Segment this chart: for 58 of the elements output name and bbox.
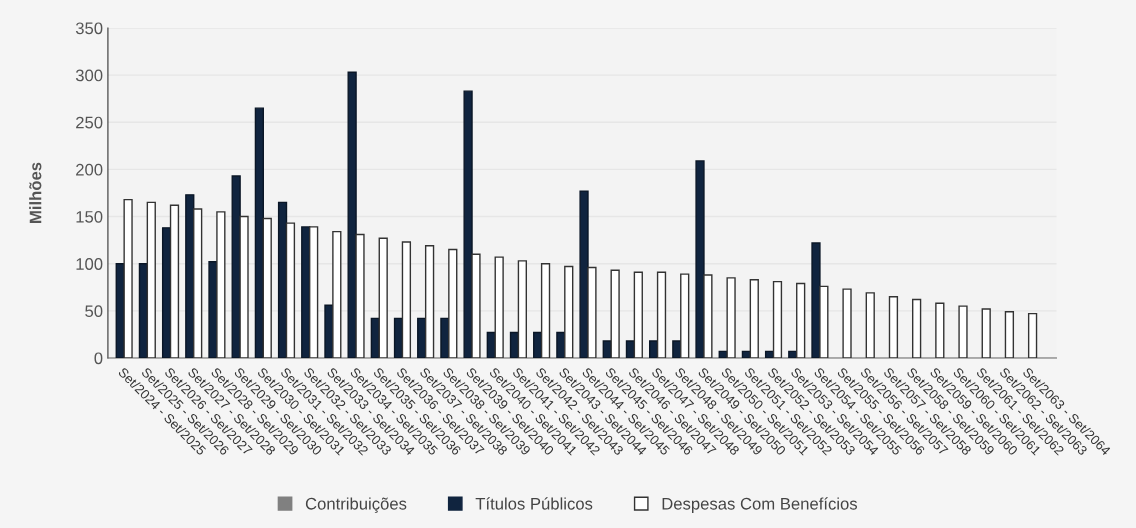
bar	[193, 208, 203, 358]
bar	[865, 292, 875, 358]
bar	[656, 271, 667, 358]
bar	[378, 237, 388, 358]
bar	[958, 305, 968, 358]
bar	[610, 269, 620, 358]
bar	[254, 107, 265, 358]
legend-label: Contribuições	[305, 497, 407, 513]
bar	[796, 282, 806, 358]
bar	[811, 242, 821, 358]
y-tick-label: 250	[76, 116, 103, 129]
bar	[726, 277, 736, 358]
y-tick-label: 100	[76, 258, 103, 270]
bar	[471, 253, 481, 358]
bar	[772, 280, 783, 358]
bar	[703, 274, 713, 358]
bar	[517, 260, 528, 358]
bar	[463, 90, 473, 358]
bar	[680, 273, 690, 358]
bar	[239, 215, 249, 358]
bar	[308, 226, 319, 358]
bar	[169, 204, 180, 358]
y-tick-label: 50	[85, 305, 103, 318]
bar	[146, 201, 156, 358]
bar	[1004, 311, 1015, 358]
bar	[216, 211, 226, 358]
y-tick-label: 300	[75, 69, 103, 82]
legend-label: Títulos Públicos	[475, 497, 593, 510]
bar	[888, 296, 899, 358]
bar	[633, 271, 643, 358]
y-tick-label: 200	[76, 163, 103, 176]
bar	[579, 190, 589, 358]
bar	[424, 245, 435, 358]
y-tick-label: 350	[75, 22, 103, 35]
y-axis-title: Milhões	[29, 162, 42, 223]
bar	[401, 241, 412, 358]
bar	[819, 285, 829, 358]
bar	[587, 266, 597, 358]
bar	[355, 233, 365, 358]
bar	[842, 288, 852, 358]
bar	[448, 248, 458, 358]
bar	[695, 160, 705, 358]
bar	[911, 298, 922, 358]
bar	[1027, 312, 1038, 358]
bar	[564, 265, 574, 358]
bar	[332, 230, 342, 358]
bar	[981, 308, 991, 358]
bar	[935, 302, 945, 358]
bar	[285, 222, 296, 358]
bar	[262, 217, 272, 358]
y-tick-label: 0	[94, 352, 103, 365]
bar	[347, 71, 357, 358]
bar	[123, 198, 133, 358]
y-tick-label: 150	[76, 210, 103, 223]
bar	[749, 279, 759, 358]
legend-label: Despesas Com Benefícios	[662, 497, 858, 513]
bar	[540, 263, 551, 358]
bar	[494, 256, 504, 358]
